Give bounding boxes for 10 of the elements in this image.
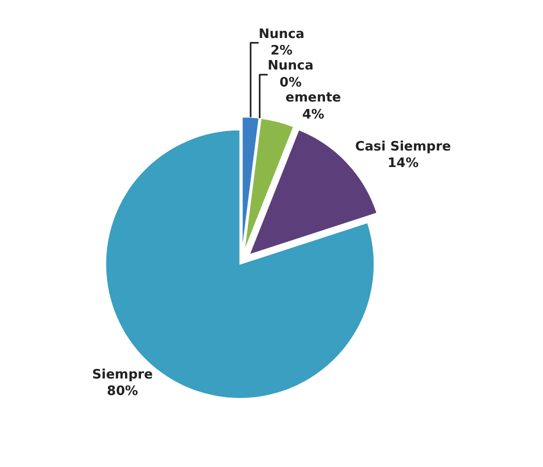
slice-label: Nunca [258,26,304,42]
data-label: 2% [270,44,293,59]
data-label: 14% [387,156,419,172]
text: 0% [280,76,302,91]
data-label: 4% [302,108,324,123]
slice-label: Siempre [92,367,154,382]
slice-label: Casi Siempre [355,139,452,154]
category-label: Nunca [268,58,314,74]
data-label: 80% [106,384,138,400]
slice-label: emente [286,90,342,106]
